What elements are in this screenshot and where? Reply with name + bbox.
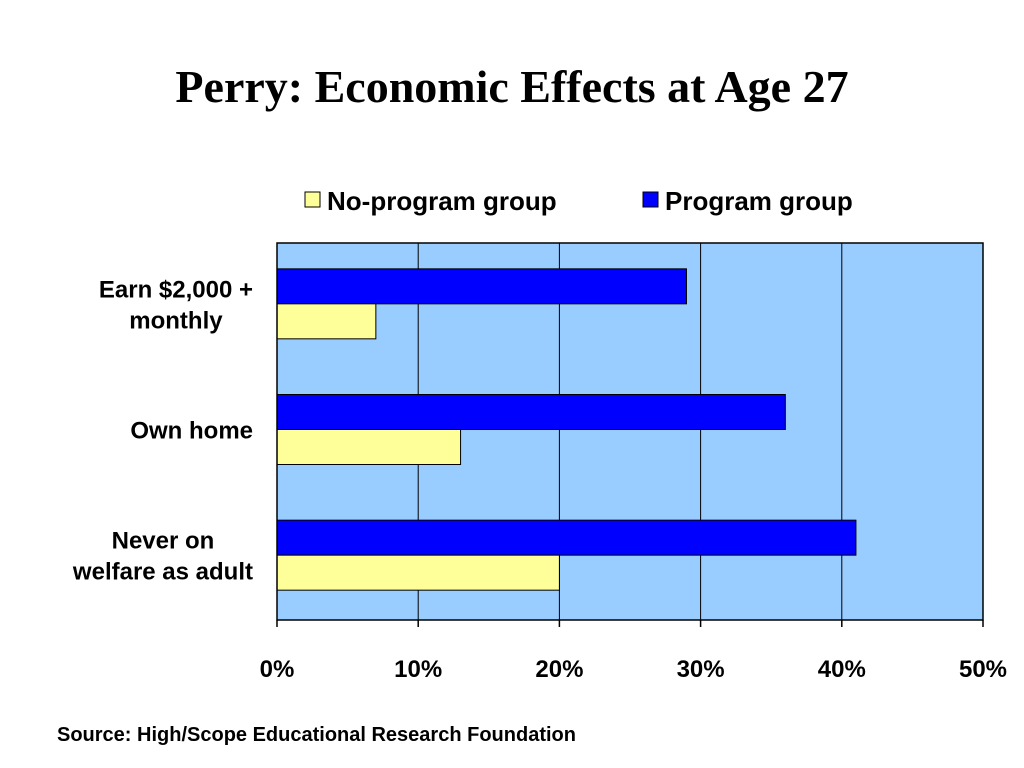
- bar-no-program-group: [276, 554, 560, 591]
- legend-label: No-program group: [327, 186, 557, 216]
- category-label: Earn $2,000 + monthly: [99, 276, 253, 334]
- bar-program-group: [276, 268, 687, 305]
- category-label-line: Earn $2,000 +: [99, 276, 253, 303]
- legend-item: No-program group: [304, 186, 557, 216]
- legend-swatch: [304, 191, 321, 208]
- legend-swatch: [642, 191, 659, 208]
- x-tick-label: 10%: [394, 656, 442, 683]
- x-tick-label: 50%: [959, 656, 1007, 683]
- category-label-line: monthly: [129, 307, 223, 334]
- slide-title: Perry: Economic Effects at Age 27: [175, 61, 849, 112]
- category-label: Never on welfare as adult: [72, 528, 253, 586]
- category-label-line: welfare as adult: [72, 559, 253, 586]
- x-tick-label: 20%: [535, 656, 583, 683]
- x-tick-label: 40%: [818, 656, 866, 683]
- bars: [276, 268, 857, 591]
- plot-border: [276, 242, 984, 621]
- bar-no-program-group: [276, 303, 377, 340]
- category-label-line: Own home: [130, 418, 253, 445]
- category-label: Own home: [130, 418, 253, 445]
- x-axis: 0% 10% 20% 30% 40% 50%: [260, 620, 1007, 683]
- x-tick-label: 0%: [260, 656, 295, 683]
- source-note: Source: High/Scope Educational Research …: [57, 724, 576, 746]
- legend-label: Program group: [665, 186, 853, 216]
- y-axis-categories: Earn $2,000 + monthly Own home Never on welf…: [72, 276, 253, 585]
- bar-no-program-group: [276, 429, 462, 465]
- x-tick-label: 30%: [677, 656, 725, 683]
- legend-item: Program group: [642, 186, 853, 216]
- category-label-line: Never on: [112, 528, 215, 555]
- bar-program-group: [276, 519, 857, 556]
- bar-program-group: [276, 394, 786, 430]
- chart-legend: No-program group Program group: [304, 186, 853, 216]
